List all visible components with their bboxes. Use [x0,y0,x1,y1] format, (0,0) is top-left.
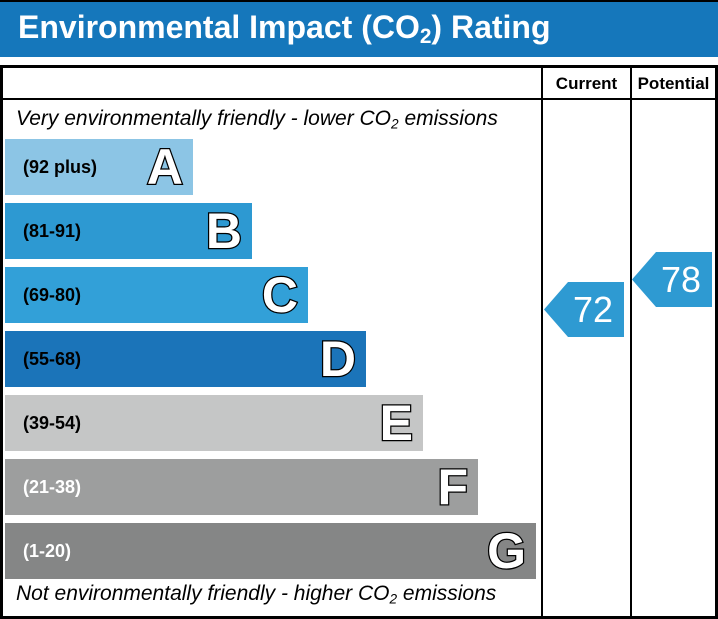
potential-rating-arrow: 78 [632,252,712,307]
band-letter: G [486,522,527,581]
band-row-a: (92 plus) A [5,138,193,197]
band-range-label: (21-38) [23,477,82,497]
band-letter: C [261,266,300,325]
potential-rating-value: 78 [660,258,702,300]
band-range-label: (55-68) [23,349,82,369]
table-header-row: Current Potential [3,68,715,100]
band-row-c: (69-80) C [5,266,308,325]
top-note: Very environmentally friendly - lower CO… [16,107,498,132]
current-rating-value: 72 [572,288,614,330]
column-divider-current [541,68,543,616]
band-range-label: (92 plus) [23,157,98,177]
potential-column-header: Potential [637,74,710,93]
band-row-g: (1-20) G [5,522,536,581]
band-letter: D [319,330,358,389]
band-row-d: (55-68) D [5,330,366,389]
page-title: Environmental Impact (CO2) Rating [18,9,551,49]
band-letter: A [146,138,185,197]
band-letter: F [436,458,469,517]
column-divider-potential [630,68,632,616]
band-range-label: (69-80) [23,285,82,305]
band-row-e: (39-54) E [5,394,423,453]
band-range-label: (1-20) [23,541,72,561]
band-letter: E [378,394,414,453]
rating-table: Current Potential Very environmentally f… [0,65,718,619]
bottom-note: Not environmentally friendly - higher CO… [16,582,497,607]
band-row-f: (21-38) F [5,458,478,517]
band-range-label: (81-91) [23,221,82,241]
current-rating-arrow: 72 [544,282,624,337]
band-letter: B [205,202,244,261]
title-bar: Environmental Impact (CO2) Rating [0,0,718,57]
band-row-b: (81-91) B [5,202,252,261]
band-range-label: (39-54) [23,413,82,433]
current-column-header: Current [555,74,618,93]
